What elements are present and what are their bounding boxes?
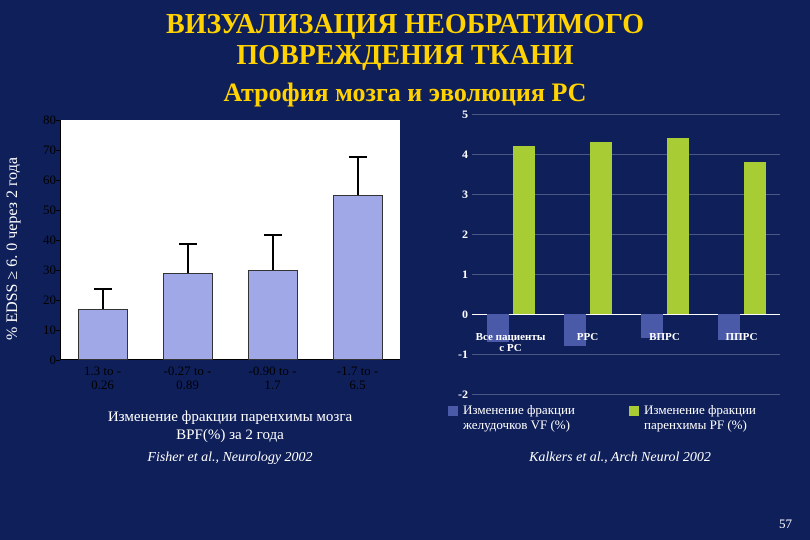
legend-pf-l1: Изменение фракции — [644, 402, 756, 417]
left-xlabel: -0.90 to -1.7 — [233, 364, 313, 393]
right-xlabel: ППРС — [707, 332, 777, 343]
right-ytick: 4 — [450, 147, 468, 162]
right-ytick: -2 — [450, 387, 468, 402]
legend-text-vf: Изменение фракции желудочков VF (%) — [463, 403, 575, 433]
left-caption-l1: Изменение фракции паренхимы мозга — [108, 409, 352, 425]
right-bar — [590, 142, 612, 314]
left-ytick: 60 — [32, 172, 56, 188]
right-ytick: 1 — [450, 267, 468, 282]
right-ytick: 2 — [450, 227, 468, 242]
left-ytick: 0 — [32, 352, 56, 368]
right-bar — [744, 162, 766, 314]
right-xlabel: Все пациентыс РС — [476, 332, 546, 354]
left-bar — [248, 270, 298, 360]
title-line1: ВИЗУАЛИЗАЦИЯ НЕОБРАТИМОГО — [166, 9, 644, 40]
legend-pf-l2: паренхимы PF (%) — [644, 417, 747, 432]
left-xlabel: 1.3 to -0.26 — [63, 364, 143, 393]
legend-vf-l1: Изменение фракции — [463, 402, 575, 417]
right-xlabel: РРС — [553, 332, 623, 343]
left-ytick: 30 — [32, 262, 56, 278]
right-bar — [513, 146, 535, 314]
left-y-axis-title: % EDSS ≥ 6. 0 через 2 года — [4, 157, 22, 340]
left-bar — [163, 273, 213, 360]
left-caption-l2: BPF(%) за 2 года — [176, 427, 284, 443]
left-ytick: 20 — [32, 292, 56, 308]
right-legend: Изменение фракции желудочков VF (%) Изме… — [448, 403, 810, 433]
legend-text-pf: Изменение фракции паренхимы PF (%) — [644, 403, 756, 433]
right-ytick: 0 — [450, 307, 468, 322]
left-ytick: 50 — [32, 202, 56, 218]
left-caption: Изменение фракции паренхимы мозга BPF(%)… — [40, 408, 420, 444]
left-plot-area: 010203040506070801.3 to -0.26-0.27 to -0… — [60, 120, 400, 360]
left-bar — [78, 309, 128, 360]
left-ytick: 70 — [32, 142, 56, 158]
right-ytick: 3 — [450, 187, 468, 202]
slide-title: ВИЗУАЛИЗАЦИЯ НЕОБРАТИМОГО ПОВРЕЖДЕНИЯ ТК… — [0, 0, 810, 72]
legend-item-pf: Изменение фракции паренхимы PF (%) — [629, 403, 810, 433]
legend-item-vf: Изменение фракции желудочков VF (%) — [448, 403, 629, 433]
right-plot-area: -2-1012345Все пациентыс РСРРСВПРСППРС — [450, 114, 780, 394]
right-xlabel: ВПРС — [630, 332, 700, 343]
right-bar — [667, 138, 689, 314]
right-ytick: 5 — [450, 107, 468, 122]
legend-vf-l2: желудочков VF (%) — [463, 417, 570, 432]
title-line2: ПОВРЕЖДЕНИЯ ТКАНИ — [236, 40, 573, 71]
left-citation: Fisher et al., Neurology 2002 — [40, 450, 420, 466]
left-xlabel: -1.7 to -6.5 — [318, 364, 398, 393]
legend-swatch-pf — [629, 406, 639, 416]
left-bar — [333, 195, 383, 360]
slide-subtitle: Атрофия мозга и эволюция РС — [0, 78, 810, 108]
legend-swatch-vf — [448, 406, 458, 416]
slide-number: 57 — [779, 516, 792, 532]
right-citation: Kalkers et al., Arch Neurol 2002 — [430, 450, 810, 466]
left-ytick: 80 — [32, 112, 56, 128]
left-ytick: 10 — [32, 322, 56, 338]
left-ytick: 40 — [32, 232, 56, 248]
left-xlabel: -0.27 to -0.89 — [148, 364, 228, 393]
right-ytick: -1 — [450, 347, 468, 362]
